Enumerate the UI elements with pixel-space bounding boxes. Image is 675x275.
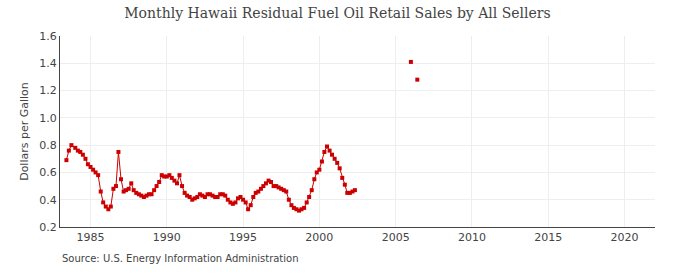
svg-text:2020: 2020 (610, 231, 638, 244)
svg-text:1.0: 1.0 (39, 112, 57, 125)
svg-text:0.4: 0.4 (39, 194, 57, 207)
svg-text:Dollars per Gallon: Dollars per Gallon (18, 82, 31, 181)
svg-text:2015: 2015 (534, 231, 562, 244)
svg-text:2000: 2000 (305, 231, 333, 244)
svg-text:2010: 2010 (458, 231, 486, 244)
svg-text:0.8: 0.8 (39, 139, 57, 152)
svg-text:1.2: 1.2 (39, 84, 57, 97)
svg-text:2005: 2005 (382, 231, 410, 244)
svg-text:0.2: 0.2 (39, 221, 57, 234)
svg-text:1.6: 1.6 (39, 30, 57, 43)
svg-text:1995: 1995 (229, 231, 257, 244)
svg-text:Monthly Hawaii Residual Fuel O: Monthly Hawaii Residual Fuel Oil Retail … (124, 5, 551, 21)
svg-text:0.6: 0.6 (39, 166, 57, 179)
svg-text:1.4: 1.4 (39, 57, 57, 70)
svg-text:1985: 1985 (77, 231, 105, 244)
svg-text:Source: U.S. Energy Informatio: Source: U.S. Energy Information Administ… (62, 253, 299, 264)
svg-text:1990: 1990 (153, 231, 181, 244)
